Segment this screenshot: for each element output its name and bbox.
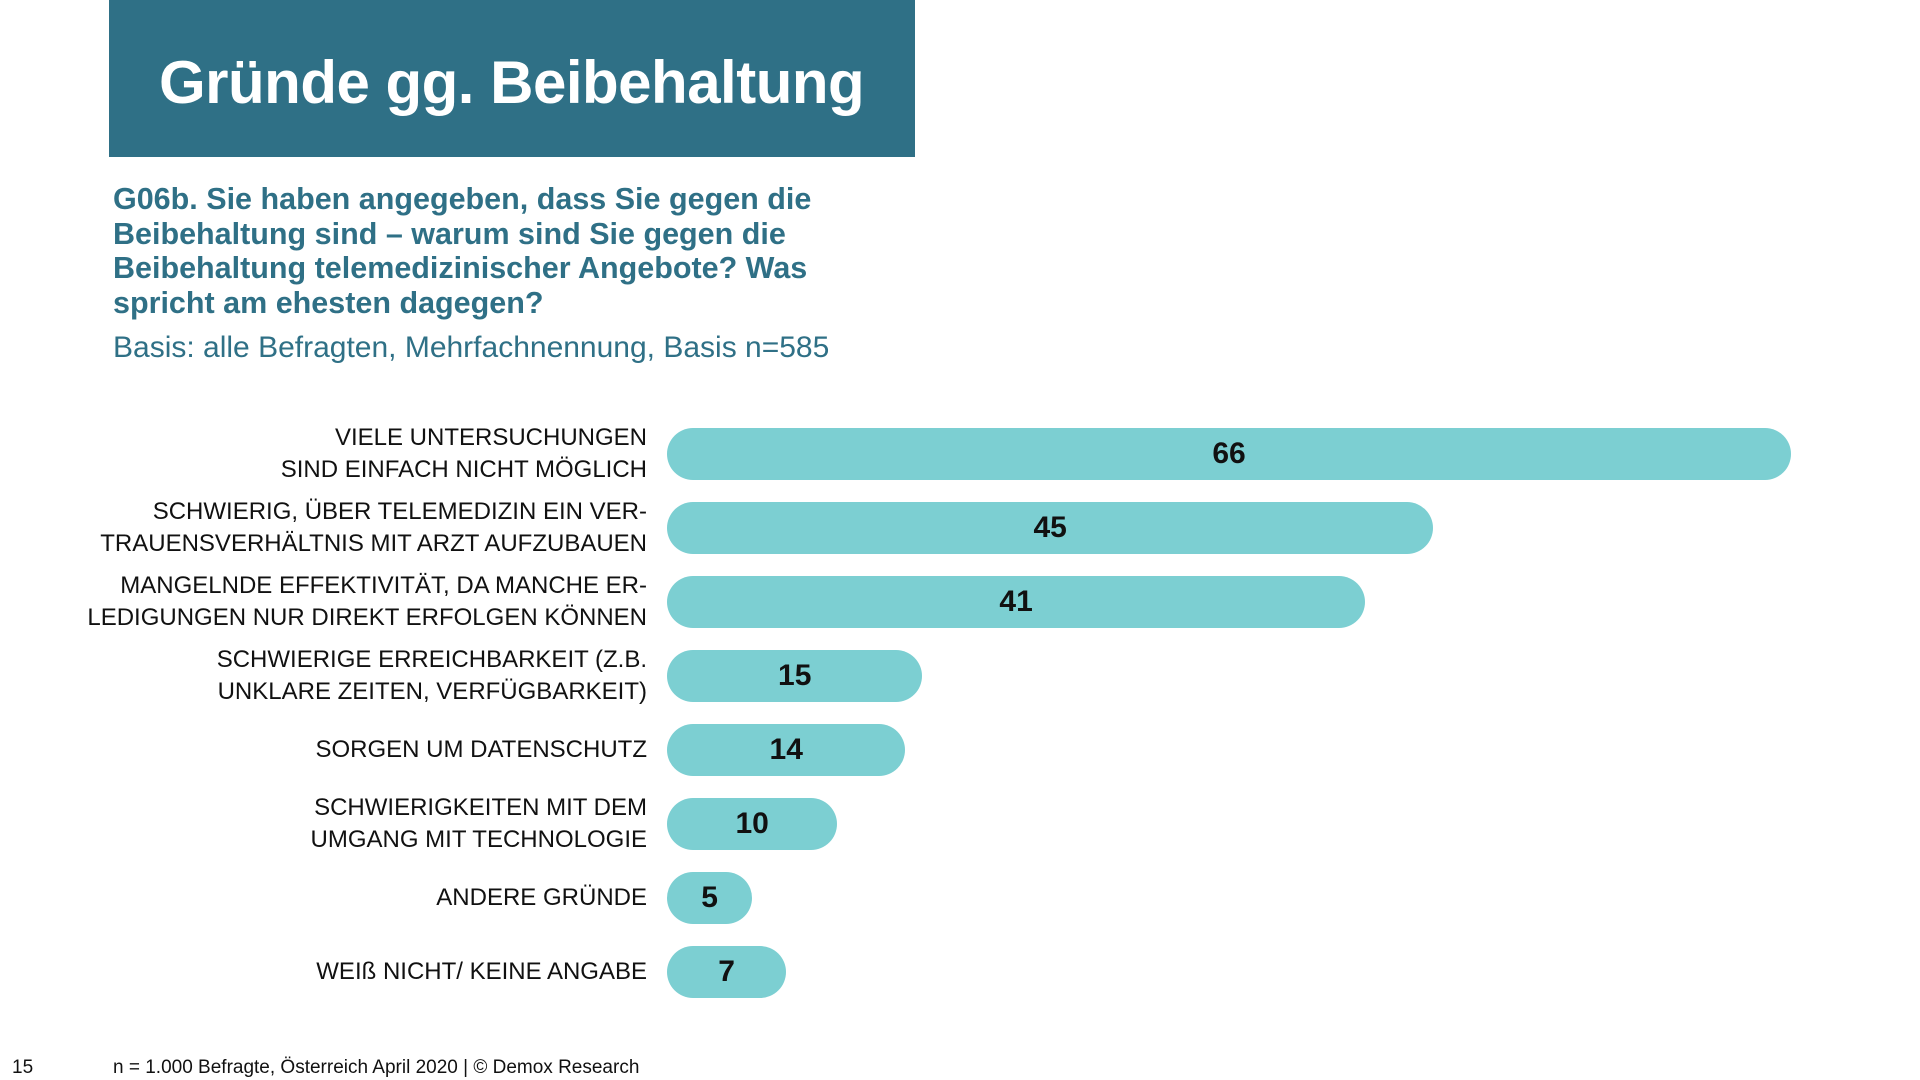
bar	[667, 428, 1791, 480]
category-label: ANDERE GRÜNDE	[436, 884, 647, 911]
category-label: SCHWIERIGE ERREICHBARKEIT (Z.B. UNKLARE …	[216, 646, 647, 705]
survey-basis: Basis: alle Befragten, Mehrfachnennung, …	[113, 331, 830, 364]
footnote: n = 1.000 Befragte, Österreich April 202…	[113, 1057, 640, 1078]
bar	[667, 724, 906, 776]
category-label: VIELE UNTERSUCHUNGEN SIND EINFACH NICHT …	[280, 424, 647, 483]
bar-value-label: 15	[778, 659, 812, 692]
bar	[667, 798, 838, 850]
bar-value-label: 45	[1033, 511, 1067, 544]
bar	[667, 872, 753, 924]
bar	[667, 650, 923, 702]
category-label: SCHWIERIGKEITEN MIT DEM UMGANG MIT TECHN…	[310, 794, 647, 853]
category-label: SORGEN UM DATENSCHUTZ	[315, 736, 647, 763]
category-label: MANGELNDE EFFEKTIVITÄT, DA MANCHE ER- LE…	[87, 572, 647, 631]
bar-value-label: 5	[701, 881, 718, 914]
page-title: Gründe gg. Beibehaltung	[159, 49, 865, 116]
bar-value-label: 14	[769, 733, 803, 766]
bar	[667, 946, 787, 998]
category-label: SCHWIERIG, ÜBER TELEMEDIZIN EIN VER- TRA…	[100, 498, 647, 557]
title-banner: Gründe gg. Beibehaltung	[109, 0, 915, 157]
survey-question: G06b. Sie haben angegeben, dass Sie gege…	[113, 182, 812, 320]
bar-value-label: 41	[999, 585, 1033, 618]
page-number: 15	[12, 1057, 34, 1078]
bar-value-label: 10	[735, 807, 769, 840]
bar	[667, 576, 1366, 628]
category-label: WEIß NICHT/ KEINE ANGABE	[316, 958, 647, 985]
bar	[667, 502, 1434, 554]
bar-value-label: 7	[718, 955, 735, 988]
bar-value-label: 66	[1212, 437, 1246, 470]
